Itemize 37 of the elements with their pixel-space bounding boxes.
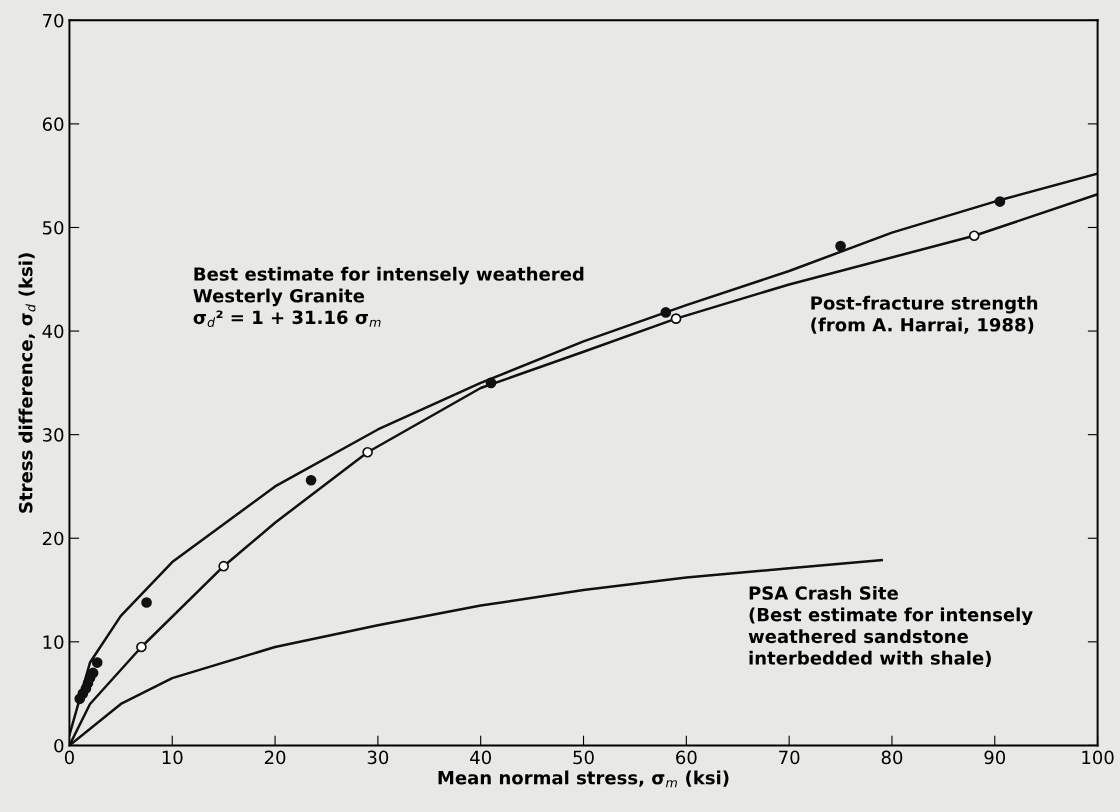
point (218, 560, 229, 572)
point (136, 641, 147, 653)
x-tick-label: 20 (264, 750, 286, 765)
x-tick-label: 70 (779, 750, 800, 765)
x-tick-label: 100 (1082, 750, 1114, 765)
y-tick-label: 30 (42, 428, 64, 442)
point (91, 657, 103, 668)
y-tick-label: 70 (43, 13, 64, 28)
y-tick-label: 10 (43, 635, 64, 649)
annotation: PSA Crash Site (Best estimate for intensely weathered sandstone interbedded with shale) (748, 585, 1033, 667)
x-tick-label: 0 (64, 750, 74, 765)
point (362, 446, 373, 458)
y-tick-label: 20 (42, 531, 64, 546)
y-tick-label: 50 (43, 220, 64, 235)
point (660, 307, 672, 318)
point (485, 377, 497, 389)
x-axis-title: Mean normal stress, σ$_{m}$ (ksi) (438, 770, 729, 788)
x-tick-label: 10 (162, 750, 183, 765)
point (141, 597, 152, 608)
x-tick-label: 80 (881, 750, 903, 765)
x-tick-label: 90 (984, 750, 1006, 765)
y-tick-label: 40 (42, 324, 64, 339)
annotation: Best estimate for intensely weathered Westerly Granite σ$_{d}$² = 1 + 31.16 σ$_{m}$ (193, 266, 584, 328)
annotation: Post-fracture strength (from A. Harrai, 1988) (811, 295, 1038, 334)
y-tick-label: 60 (42, 117, 64, 131)
point (305, 474, 317, 486)
x-tick-label: 50 (573, 750, 594, 765)
point (87, 667, 99, 679)
y-axis-title: Stress difference, σ$_{d}$ (ksi) (18, 253, 36, 513)
x-tick-label: 40 (470, 750, 491, 765)
point (994, 196, 1006, 207)
point (835, 240, 846, 252)
x-tick-label: 30 (367, 750, 389, 765)
point (670, 313, 682, 324)
y-tick-label: 0 (54, 738, 64, 753)
x-tick-label: 60 (676, 750, 697, 765)
point (968, 230, 980, 242)
